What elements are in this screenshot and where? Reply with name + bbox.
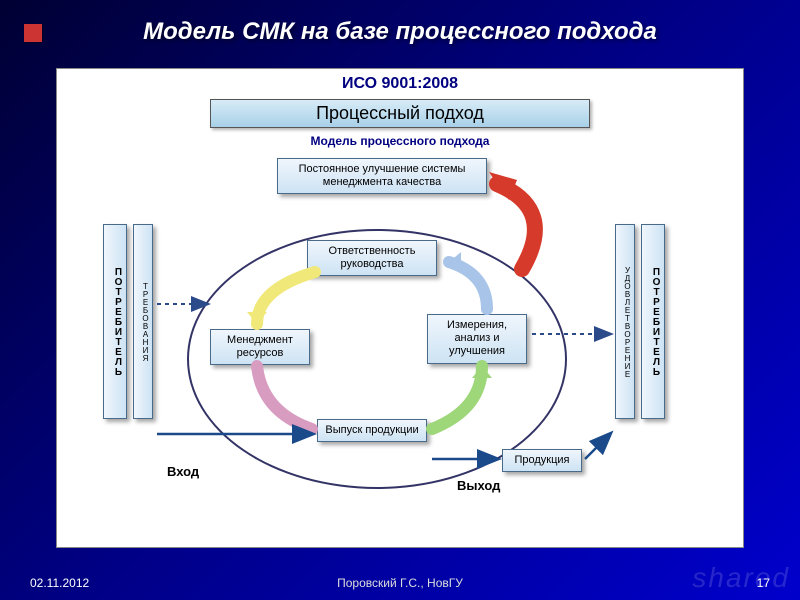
- consumer-left: ПОТРЕБИТЕЛЬ: [103, 224, 127, 419]
- requirements-box: ТРЕБОВАНИЯ: [133, 224, 153, 419]
- approach-box: Процессный подход: [210, 99, 590, 128]
- diagram-panel: ИСО 9001:2008 Процессный подход Модель п…: [56, 68, 744, 548]
- node-resources: Менеджмент ресурсов: [210, 329, 310, 365]
- arrow-red-improvement: [497, 184, 535, 269]
- node-responsibility: Ответственность руководства: [307, 240, 437, 276]
- node-improvement: Постоянное улучшение системы менеджмента…: [277, 158, 487, 194]
- arrow-output: [585, 434, 610, 459]
- watermark: shared: [692, 562, 790, 594]
- slide-title: Модель СМК на базе процессного подхода: [0, 0, 800, 54]
- footer-date: 02.11.2012: [30, 576, 89, 590]
- model-subtitle: Модель процессного подхода: [57, 128, 743, 154]
- consumer-right: ПОТРЕБИТЕЛЬ: [641, 224, 665, 419]
- node-production: Выпуск продукции: [317, 419, 427, 442]
- footer-author: Поровский Г.С., НовГУ: [337, 576, 463, 590]
- label-output: Выход: [457, 478, 500, 493]
- diagram-area: ПОТРЕБИТЕЛЬ ТРЕБОВАНИЯ УДОВЛЕТВОРЕНИЕ ПО…: [57, 154, 743, 524]
- node-product: Продукция: [502, 449, 582, 472]
- accent-square: [24, 24, 42, 42]
- iso-title: ИСО 9001:2008: [57, 69, 743, 95]
- label-input: Вход: [167, 464, 199, 479]
- satisfaction-box: УДОВЛЕТВОРЕНИЕ: [615, 224, 635, 419]
- node-measurement: Измерения, анализ и улучшения: [427, 314, 527, 364]
